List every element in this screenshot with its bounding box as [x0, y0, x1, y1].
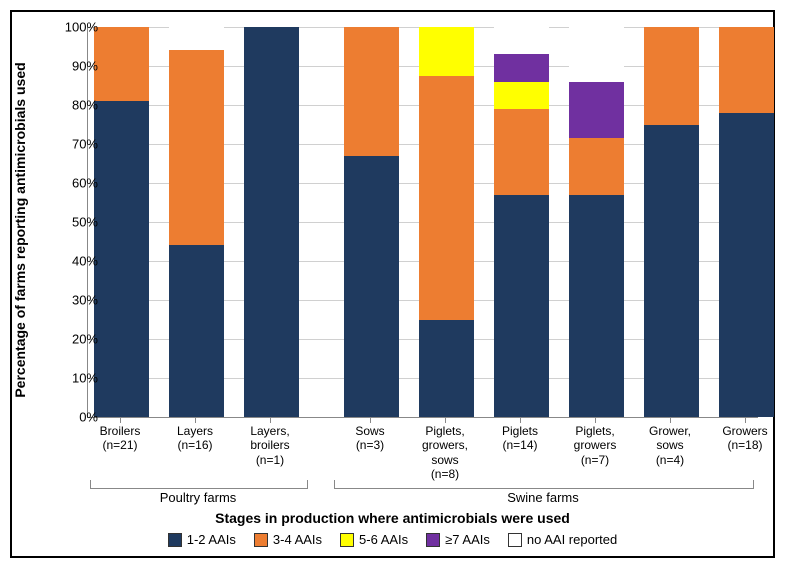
group-bracket: [90, 480, 308, 489]
bar: [169, 27, 224, 417]
y-tick-label: 50%: [48, 215, 98, 230]
bar-segment: [569, 195, 624, 417]
group-label: Poultry farms: [90, 490, 306, 505]
bar-segment: [344, 27, 399, 156]
bar-segment: [569, 82, 624, 139]
legend-swatch: [254, 533, 268, 547]
bar-segment: [494, 27, 549, 54]
bar: [419, 27, 474, 417]
x-tick-label: Grower,sows(n=4): [632, 424, 708, 467]
bar: [644, 27, 699, 417]
y-tick-label: 80%: [48, 98, 98, 113]
legend-swatch: [340, 533, 354, 547]
x-tick: [745, 417, 746, 423]
bar-segment: [494, 109, 549, 195]
y-tick-label: 30%: [48, 293, 98, 308]
x-tick-label: Layers,broilers(n=1): [232, 424, 308, 467]
legend-item: 3-4 AAIs: [254, 532, 322, 547]
legend-item: 5-6 AAIs: [340, 532, 408, 547]
x-tick-label: Piglets,growers,sows(n=8): [407, 424, 483, 482]
bar-segment: [719, 27, 774, 113]
bar: [569, 27, 624, 417]
chart-container: Percentage of farms reporting antimicrob…: [10, 10, 775, 558]
bar-segment: [94, 101, 149, 417]
bar-segment: [644, 125, 699, 418]
plot-area: [87, 27, 758, 418]
legend-label: ≥7 AAIs: [445, 532, 490, 547]
x-tick: [595, 417, 596, 423]
x-tick-label: Broilers(n=21): [82, 424, 158, 453]
legend-item: no AAI reported: [508, 532, 617, 547]
x-tick-label: Piglets,growers(n=7): [557, 424, 633, 467]
x-tick: [370, 417, 371, 423]
bar-segment: [169, 245, 224, 417]
bar-segment: [494, 54, 549, 81]
bar: [344, 27, 399, 417]
y-tick-label: 70%: [48, 137, 98, 152]
group-bracket: [334, 480, 754, 489]
bar-segment: [169, 27, 224, 50]
bar-segment: [494, 82, 549, 109]
legend-swatch: [168, 533, 182, 547]
group-label: Swine farms: [334, 490, 752, 505]
bar-segment: [94, 27, 149, 101]
bar: [244, 27, 299, 417]
legend: 1-2 AAIs 3-4 AAIs 5-6 AAIs ≥7 AAIs no AAI re…: [12, 532, 773, 547]
legend-item: 1-2 AAIs: [168, 532, 236, 547]
legend-label: 1-2 AAIs: [187, 532, 236, 547]
bar-segment: [169, 50, 224, 245]
y-tick-label: 90%: [48, 59, 98, 74]
bar: [94, 27, 149, 417]
x-tick-label: Growers(n=18): [707, 424, 783, 453]
legend-swatch: [508, 533, 522, 547]
bar-segment: [419, 320, 474, 418]
legend-label: no AAI reported: [527, 532, 617, 547]
x-tick-label: Piglets(n=14): [482, 424, 558, 453]
bar-segment: [494, 195, 549, 417]
y-tick-label: 100%: [48, 20, 98, 35]
x-tick: [670, 417, 671, 423]
y-axis-label: Percentage of farms reporting antimicrob…: [12, 62, 28, 397]
legend-label: 5-6 AAIs: [359, 532, 408, 547]
x-tick-label: Sows(n=3): [332, 424, 408, 453]
bar: [719, 27, 774, 417]
bar: [494, 27, 549, 417]
x-tick: [270, 417, 271, 423]
x-axis-title: Stages in production where antimicrobial…: [12, 510, 773, 526]
bar-segment: [569, 27, 624, 82]
x-tick-label: Layers(n=16): [157, 424, 233, 453]
bar-segment: [244, 27, 299, 417]
x-tick: [445, 417, 446, 423]
legend-label: 3-4 AAIs: [273, 532, 322, 547]
legend-swatch: [426, 533, 440, 547]
y-tick-label: 20%: [48, 332, 98, 347]
y-tick-label: 10%: [48, 371, 98, 386]
x-tick: [520, 417, 521, 423]
x-tick: [120, 417, 121, 423]
legend-item: ≥7 AAIs: [426, 532, 490, 547]
bar-segment: [419, 76, 474, 320]
x-tick: [195, 417, 196, 423]
bar-segment: [644, 27, 699, 125]
y-tick-label: 40%: [48, 254, 98, 269]
bar-segment: [419, 27, 474, 76]
y-tick-label: 60%: [48, 176, 98, 191]
bar-segment: [569, 138, 624, 195]
y-tick-label: 0%: [48, 410, 98, 425]
bar-segment: [719, 113, 774, 417]
bar-segment: [344, 156, 399, 417]
